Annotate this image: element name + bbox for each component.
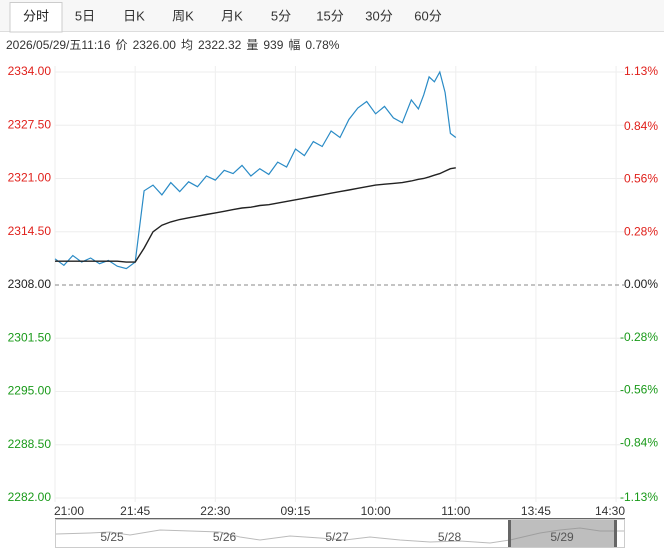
y2-tick-label: -0.84% <box>620 436 658 450</box>
navigator-date: 5/29 <box>550 530 574 544</box>
average-line <box>55 167 456 263</box>
y-tick-label: 2282.00 <box>8 490 52 504</box>
info-label: 量 <box>246 38 258 52</box>
info-label: 价 <box>116 38 128 52</box>
y2-tick-label: -0.28% <box>620 330 658 344</box>
tabs: 分时 5日 日K 周K 月K 5分 15分 30分 60分 <box>9 2 442 33</box>
navigator-date: 5/26 <box>213 530 237 544</box>
y-tick-label: 2295.00 <box>8 384 52 398</box>
navigator-selection[interactable] <box>510 520 615 547</box>
active-tab <box>9 2 63 33</box>
x-tick-label: 13:45 <box>521 504 551 518</box>
y-tick-label: 2308.00 <box>8 277 52 291</box>
info-text: 2026/05/29/五11:16 价 2326.00 均 2322.32 量 939 幅 0.… <box>6 37 340 52</box>
info-line: 2026/05/29/五11:16 价 2326.00 均 2322.32 量 939 幅 0.… <box>6 37 340 52</box>
tab-bar <box>0 0 664 32</box>
navigator-handle[interactable] <box>614 520 617 547</box>
info-value: 939 <box>263 38 283 52</box>
price-line <box>54 70 457 270</box>
y2-tick-label: 1.13% <box>624 64 658 78</box>
y2-tick-label: -1.13% <box>620 490 658 504</box>
tab[interactable]: 30分 <box>365 8 392 23</box>
navigator: 5/25 5/26 5/27 5/28 5/29 <box>55 518 625 548</box>
y-tick-label: 2321.00 <box>8 171 52 185</box>
info-value: 2326.00 <box>133 38 177 52</box>
tab[interactable]: 5分 <box>271 8 291 23</box>
tab[interactable]: 分时 <box>23 8 49 23</box>
plot: 21:00 21:45 22:30 09:15 10:00 11:00 13:45 14:30… <box>8 64 659 518</box>
y-tick-label: 2314.50 <box>8 224 52 238</box>
x-tick-label: 09:15 <box>280 504 310 518</box>
navigator-date: 5/25 <box>100 530 124 544</box>
y2-tick-label: -0.56% <box>620 383 658 397</box>
info-label: 均 <box>181 38 193 52</box>
y-tick-label: 2288.50 <box>8 437 52 451</box>
y2-tick-label: 0.56% <box>624 172 658 186</box>
navigator-handle[interactable] <box>508 520 511 547</box>
x-tick-label: 22:30 <box>200 504 230 518</box>
info-time: 2026/05/29/五11:16 <box>6 38 111 52</box>
y-tick-label: 2334.00 <box>8 64 52 78</box>
tab[interactable]: 15分 <box>316 8 343 23</box>
x-tick-label: 10:00 <box>361 504 391 518</box>
info-value: 2322.32 <box>198 38 242 52</box>
tab[interactable]: 月K <box>221 8 243 23</box>
y2-tick-label: 0.28% <box>624 224 658 238</box>
tab[interactable]: 60分 <box>414 8 441 23</box>
y2-tick-label: 0.00% <box>624 277 658 291</box>
navigator-date: 5/28 <box>438 530 462 544</box>
x-tick-label: 21:00 <box>54 504 84 518</box>
info-value: 0.78% <box>305 38 339 52</box>
tab[interactable]: 5日 <box>75 8 95 23</box>
y-tick-label: 2301.50 <box>8 330 52 344</box>
info-label: 幅 <box>288 37 300 52</box>
tab[interactable]: 日K <box>123 8 145 23</box>
x-tick-label: 11:00 <box>441 504 470 518</box>
y-tick-label: 2327.50 <box>8 117 52 131</box>
navigator-date: 5/27 <box>325 530 349 544</box>
x-tick-label: 21:45 <box>120 504 150 518</box>
tab[interactable]: 周K <box>172 8 194 23</box>
y2-tick-label: 0.84% <box>624 119 658 133</box>
x-tick-label: 14:30 <box>595 504 625 518</box>
